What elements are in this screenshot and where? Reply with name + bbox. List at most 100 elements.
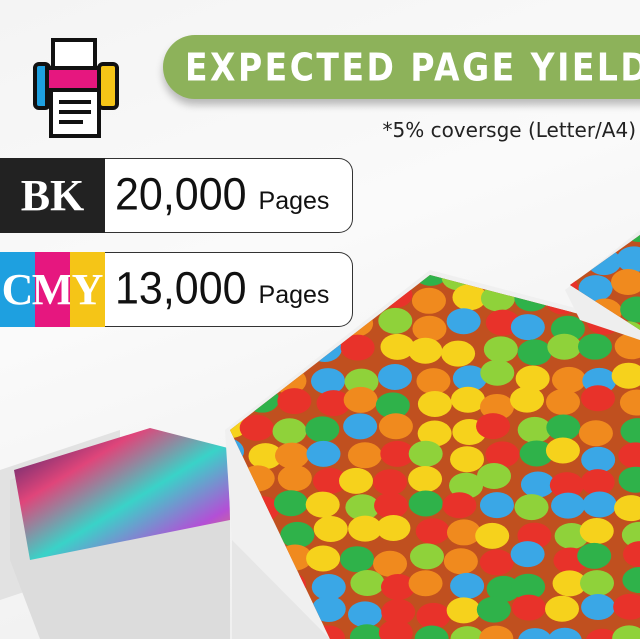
coverage-note: *5% coversge (Letter/A4) [382,118,636,142]
title-banner: EXPECTED PAGE YIELD [163,35,640,99]
candy [450,626,485,639]
candy [547,333,582,360]
candy [582,491,617,518]
candy [616,246,640,273]
candy [376,515,411,542]
candy [618,442,640,469]
code-label: BK [0,158,105,233]
candy [611,269,640,296]
code-letter-c: C [0,252,35,327]
candy [377,363,412,390]
candy [306,545,341,572]
candy [546,414,581,441]
candy [380,440,415,467]
candy [373,469,408,496]
candy [408,490,443,517]
candy [305,416,340,443]
candy [275,442,310,469]
candy [378,619,413,639]
candy [230,391,249,418]
candy [586,235,621,244]
candy [348,515,383,542]
candy [510,314,545,341]
candy [247,364,282,391]
candy [306,440,341,467]
candy [614,333,640,360]
candy [452,284,487,311]
color-code-bk: BK [0,158,105,233]
candy [307,335,342,362]
candy [620,296,640,323]
candy [378,281,413,308]
yield-row-cmy: C M Y 13,000 Pages [0,252,353,327]
yield-unit: Pages [258,187,330,215]
candy [622,567,640,594]
candy [343,413,378,440]
candy [378,307,413,334]
candy [417,390,452,417]
candy [510,541,545,568]
candy [311,595,346,622]
yield-unit: Pages [258,281,330,309]
candy [618,466,640,493]
yield-number: 20,000 [115,169,247,221]
candy [546,389,581,416]
candy [579,570,614,597]
candy [552,366,587,393]
candy [277,388,312,415]
candy [476,596,511,623]
candy [380,574,415,601]
color-code-cmy: C M Y [0,252,105,327]
candy [518,628,553,639]
candy [417,420,452,447]
candy [340,334,375,361]
candy [441,340,476,367]
candy [479,492,514,519]
candy [581,446,616,473]
candy [380,333,415,360]
candy [519,440,554,467]
candy [340,546,375,573]
candy [450,386,485,413]
candy [442,492,477,519]
candy [577,333,612,360]
candy [477,463,512,490]
candy [416,368,451,395]
code-letter-y: Y [70,252,105,327]
candy [551,492,586,519]
candy [476,275,511,286]
candy [411,287,446,314]
candy [409,543,444,570]
candy [408,570,443,597]
candy [450,446,485,473]
candy [579,518,614,545]
candy [520,471,555,498]
candy [475,522,510,549]
candy [452,365,487,392]
candy [552,570,587,597]
candy [375,392,410,419]
candy [230,341,247,368]
candy [446,597,481,624]
candy [443,548,478,575]
candy [621,521,640,548]
candy [545,595,580,622]
candy [408,466,443,493]
candy [580,469,615,496]
candy [381,598,416,625]
yield-row-bk: BK 20,000 Pages [0,158,353,233]
candy [480,359,515,386]
candy [316,390,351,417]
code-letter-m: M [32,252,73,327]
candy [510,386,545,413]
candy [343,386,378,413]
candy [570,242,587,269]
candy [483,336,518,363]
candy [511,573,546,600]
candy [242,333,277,360]
candy [612,625,640,639]
candy [480,393,515,420]
candy [611,362,640,389]
paper-edge [232,540,330,639]
candy [511,594,546,621]
